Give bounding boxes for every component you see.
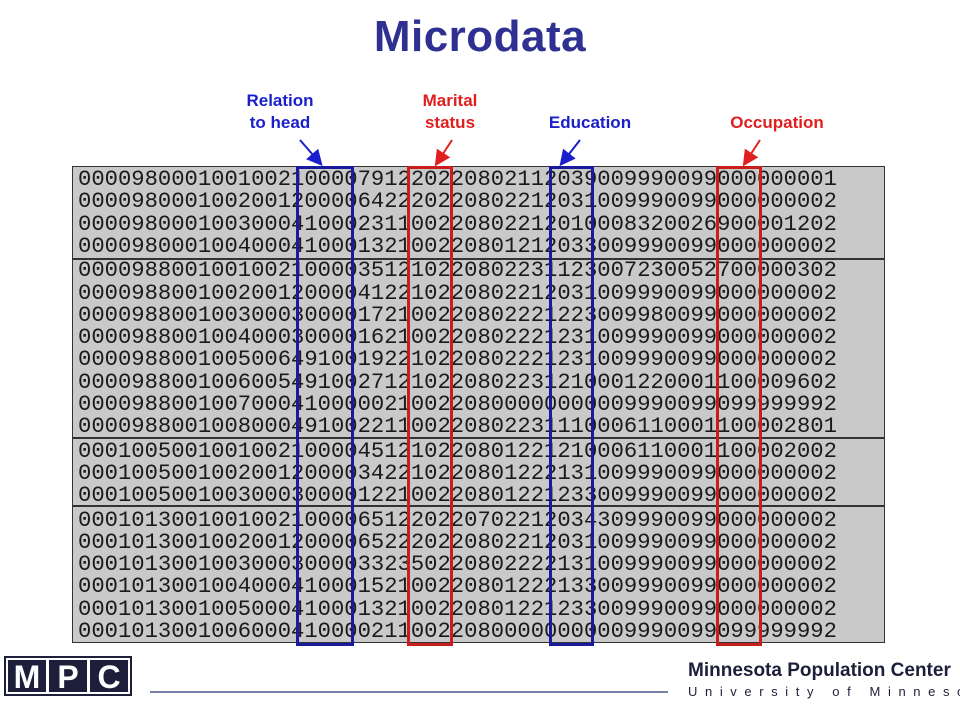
record-row: 0000988001008000491002211002208022311100… bbox=[78, 414, 837, 440]
record-row: 0000980001003000410002311002208022120100… bbox=[78, 211, 837, 237]
occupation-label: Occupation bbox=[730, 113, 824, 132]
record-row: 0001005001002001200003422102208012221310… bbox=[78, 460, 837, 486]
relation-arrow bbox=[299, 139, 323, 167]
logo-letter-m: M bbox=[14, 659, 41, 695]
household-separator bbox=[73, 258, 884, 260]
record-row: 0001013001004000410001521002208012221330… bbox=[78, 574, 837, 600]
relation-column-highlight bbox=[296, 166, 354, 646]
household-separator bbox=[73, 437, 884, 439]
relation-label: Relation to head bbox=[246, 91, 314, 132]
record-row: 0000988001002001200004122102208022120310… bbox=[78, 280, 837, 306]
mpc-logo: M P C bbox=[4, 656, 132, 696]
record-row: 0000988001001002100003512102208022311230… bbox=[78, 258, 837, 284]
education-label: Education bbox=[548, 113, 632, 132]
footer-divider bbox=[150, 691, 668, 693]
record-row: 0000980001001002100007912202208021120390… bbox=[78, 167, 837, 192]
marital-label: Marital status bbox=[422, 91, 478, 132]
microdata-records-panel: 0000980001001002100007912202208021120390… bbox=[72, 166, 885, 643]
record-row: 0001013001002001200006522202208022120310… bbox=[78, 529, 837, 555]
marital-arrow bbox=[434, 139, 453, 167]
logo-letter-p: P bbox=[57, 659, 78, 695]
occupation-column-highlight bbox=[716, 166, 762, 646]
record-row: 0000980001002001200006422202208022120310… bbox=[78, 189, 837, 215]
household-separator bbox=[73, 505, 884, 507]
record-row: 0000988001003000300001721002208022212230… bbox=[78, 302, 837, 328]
record-row: 0000988001006005491002712102208022312100… bbox=[78, 369, 837, 395]
logo-letter-c: C bbox=[97, 659, 120, 695]
record-row: 0001013001001002100006512202207022120343… bbox=[78, 507, 837, 533]
record-row: 0000980001004000410001321002208012120330… bbox=[78, 233, 837, 259]
record-row: 0001005001001002100004512102208012212100… bbox=[78, 438, 837, 464]
education-column-highlight bbox=[549, 166, 594, 646]
occupation-arrow bbox=[742, 139, 761, 167]
record-row: 0001005001003000300001221002208012212330… bbox=[78, 483, 837, 509]
center-subtitle: University of Minnesota bbox=[688, 684, 960, 699]
marital-column-highlight bbox=[407, 166, 453, 646]
record-row: 0000988001004000300001621002208022212310… bbox=[78, 325, 837, 351]
record-row: 0001013001003000300003323502208022221310… bbox=[78, 552, 837, 578]
slide-title: Microdata bbox=[373, 12, 587, 61]
record-row: 0000988001005006491001922102208022212310… bbox=[78, 347, 837, 373]
record-row: 0001013001005000410001321002208012212330… bbox=[78, 596, 837, 622]
education-arrow bbox=[559, 139, 581, 167]
record-row: 0001013001006000410000211002208000000000… bbox=[78, 619, 837, 644]
center-name: Minnesota Population Center bbox=[688, 660, 951, 681]
record-row: 0000988001007000410000021002208000000000… bbox=[78, 392, 837, 417]
